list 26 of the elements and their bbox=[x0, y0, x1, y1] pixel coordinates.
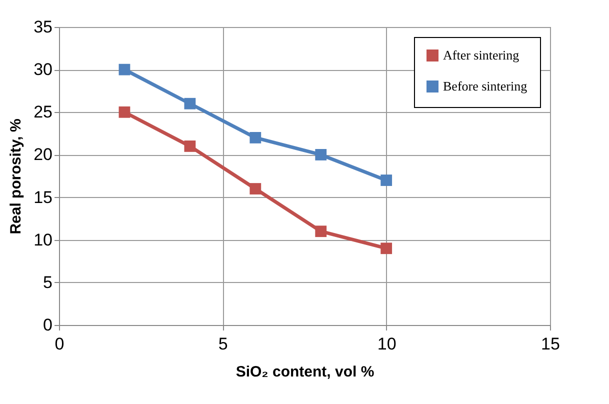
y-tick-label: 30 bbox=[34, 60, 52, 80]
y-axis-title: Real porosity, % bbox=[8, 118, 25, 234]
y-tick-label: 25 bbox=[34, 102, 52, 122]
y-tick-label: 35 bbox=[34, 18, 52, 36]
point bbox=[118, 64, 130, 76]
x-tick-label: 5 bbox=[218, 334, 228, 354]
point bbox=[380, 242, 392, 254]
x-axis-title: SiO₂ content, vol % bbox=[236, 364, 374, 380]
y-tick-label: 10 bbox=[34, 230, 52, 250]
point bbox=[184, 140, 196, 152]
y-tick-label: 20 bbox=[34, 145, 52, 164]
point bbox=[184, 98, 196, 110]
legend-label: After sintering bbox=[443, 48, 520, 62]
point bbox=[315, 149, 327, 160]
legend-label: Before sintering bbox=[443, 78, 528, 94]
point bbox=[380, 174, 392, 186]
x-tick-label: 10 bbox=[377, 334, 396, 354]
y-tick-label: 15 bbox=[34, 188, 52, 207]
point bbox=[118, 106, 130, 118]
point bbox=[250, 183, 262, 194]
point bbox=[315, 226, 327, 238]
point bbox=[250, 132, 262, 144]
y-tick-label: 0 bbox=[43, 316, 52, 334]
x-tick-label: 0 bbox=[54, 334, 64, 354]
x-tick-label: 15 bbox=[541, 334, 560, 354]
y-tick-label: 5 bbox=[43, 272, 52, 292]
